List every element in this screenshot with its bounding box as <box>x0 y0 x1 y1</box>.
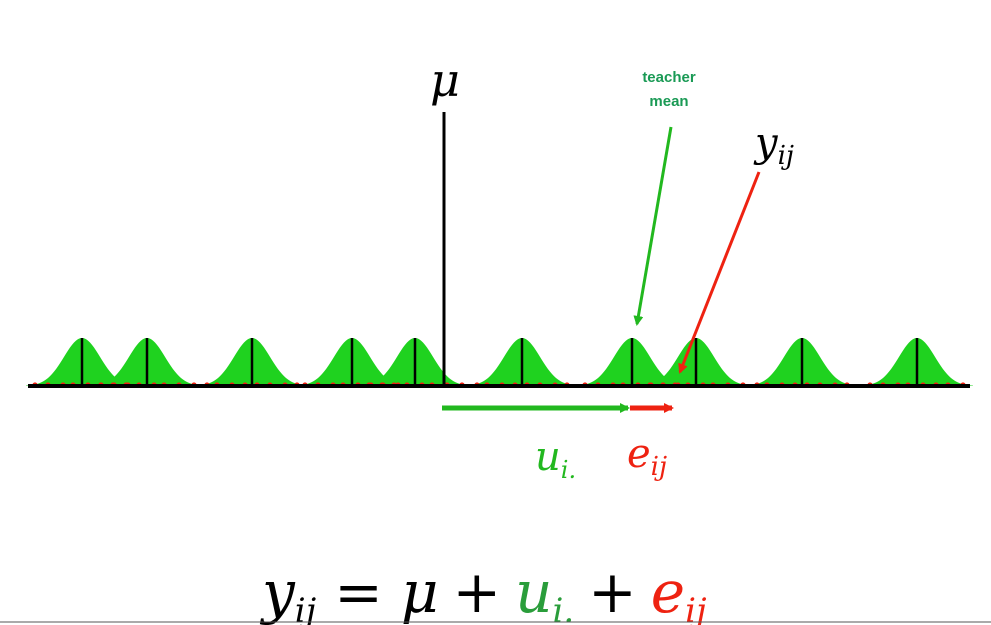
eq-u-sub: i. <box>552 591 574 625</box>
mu-label: μ <box>430 53 460 107</box>
u-effect-label: ui. <box>535 434 576 484</box>
observation-pointer-arrow <box>678 171 761 374</box>
teacher-distributions <box>26 338 973 386</box>
eq-y-sub: ij <box>295 591 317 625</box>
eq-e-sub: ij <box>685 591 707 625</box>
eq-mu: μ <box>401 558 439 625</box>
eq-plus-2: + <box>588 558 637 625</box>
eq-equals: = <box>334 558 383 625</box>
eq-plus-1: + <box>453 558 502 625</box>
eq-y: y <box>259 558 296 625</box>
eq-e: e <box>651 558 685 625</box>
teacher-mean-pointer-arrow <box>633 126 673 326</box>
model-equation: yij = μ + ui. + eij <box>259 558 707 625</box>
teacher-label-line1: teacher <box>642 69 696 86</box>
eq-u: u <box>515 558 552 625</box>
e-residual-label: eij <box>627 431 667 482</box>
teacher-label-line2: mean <box>649 93 688 110</box>
y-ij-label: yij <box>753 120 794 171</box>
